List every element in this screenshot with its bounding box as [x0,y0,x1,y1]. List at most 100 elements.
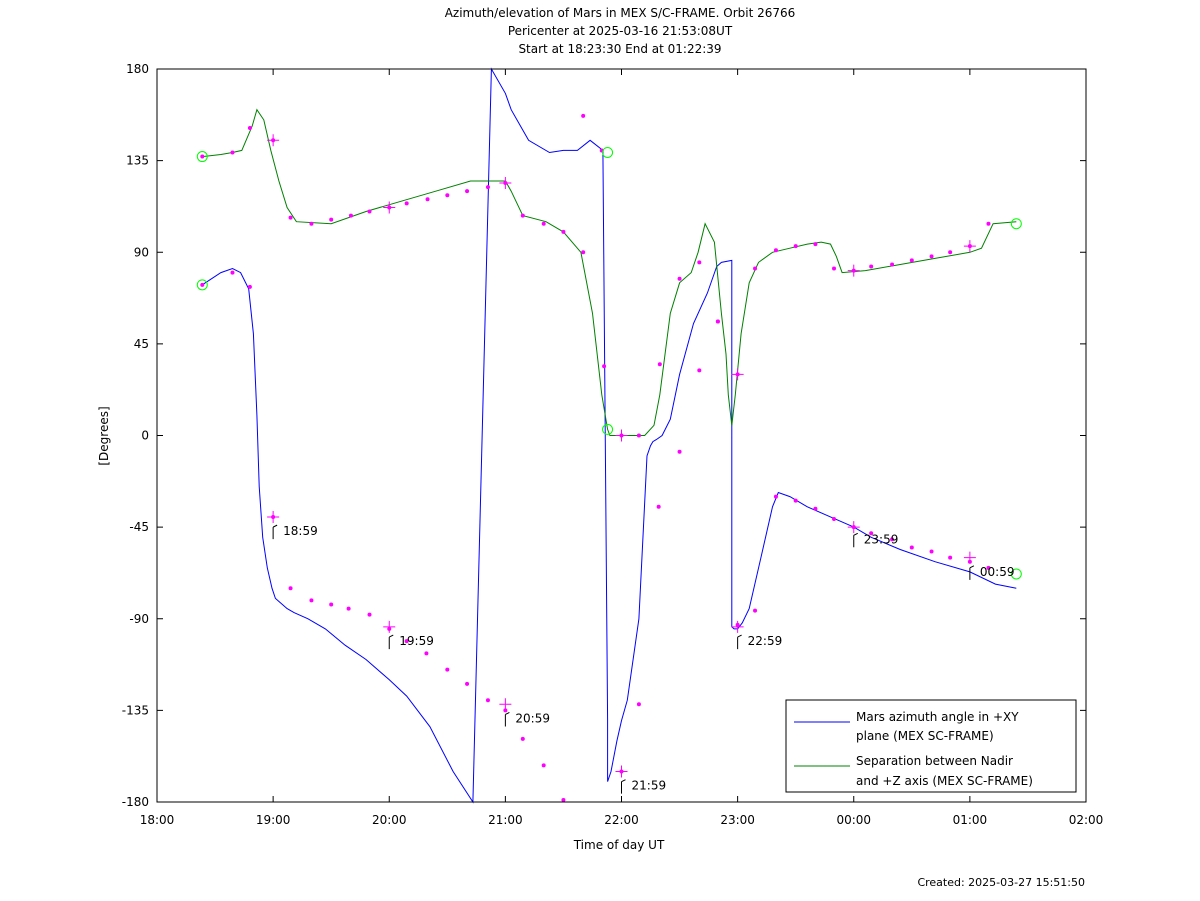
hour-annotation-tick [272,524,278,540]
data-point-marker [581,113,586,118]
endpoint-circle-marker [1010,218,1022,230]
data-point-marker [425,197,430,202]
x-tick-label: 19:00 [256,813,291,827]
y-tick-label: 180 [126,62,149,76]
data-point-marker [677,449,682,454]
endpoint-circle-marker [196,279,208,291]
data-point-marker [793,244,798,249]
x-axis-label: Time of day UT [573,838,665,852]
data-point-marker [445,193,450,198]
hour-annotation-tick [504,711,510,727]
data-point-marker [832,266,837,271]
data-point-marker [656,504,661,509]
hour-plus-marker [731,620,744,633]
data-point-marker [793,498,798,503]
data-point-marker [657,362,662,367]
data-point-marker [503,708,508,713]
data-point-marker [404,201,409,206]
data-point-marker [909,545,914,550]
hour-plus-marker [267,510,280,523]
data-point-marker [561,229,566,234]
hour-annotation-label: 20:59 [515,711,550,725]
y-tick-label: -45 [129,520,149,534]
hour-annotation-tick [853,532,858,548]
y-axis-label: [Degrees] [97,406,111,465]
data-point-marker [832,516,837,521]
data-point-marker [288,215,293,220]
data-point-marker [948,555,953,560]
legend-label-azimuth-2: plane (MEX SC-FRAME) [856,729,994,743]
hour-plus-marker [383,201,396,214]
data-point-marker [602,364,607,369]
endpoint-circle-marker [602,146,614,158]
data-point-marker [465,681,470,686]
data-point-marker [367,209,372,214]
data-point-marker [329,217,334,222]
legend-label-separation-1: Separation between Nadir [856,754,1013,768]
data-point-marker [561,797,566,802]
y-tick-label: -135 [122,703,149,717]
hour-annotation-label: 23:59 [864,532,899,546]
data-point-marker [200,154,205,159]
hour-plus-marker [963,240,976,253]
legend-label-azimuth-1: Mars azimuth angle in +XY [856,710,1019,724]
hour-annotation-tick [737,634,742,650]
hour-plus-marker [615,765,628,778]
data-point-marker [309,598,314,603]
data-point-marker [986,565,991,570]
data-point-marker [485,185,490,190]
hour-plus-marker [383,620,396,633]
hour-annotation-label: 22:59 [748,634,783,648]
hour-annotation-tick [969,565,975,580]
data-point-marker [465,189,470,194]
data-point-marker [247,126,252,131]
y-tick-label: 45 [134,337,149,351]
endpoint-circle-marker [196,151,208,163]
chart-subtitle-range: Start at 18:23:30 End at 01:22:39 [518,42,722,56]
data-point-marker [909,258,914,263]
data-point-marker [367,612,372,617]
data-point-marker [986,221,991,226]
chart-subtitle-pericenter: Pericenter at 2025-03-16 21:53:08UT [507,24,733,38]
hour-plus-marker [499,698,512,711]
data-point-marker [636,433,641,438]
data-point-marker [520,213,525,218]
data-point-marker [813,506,818,511]
hour-annotation-label: 00:59 [980,565,1015,579]
data-point-marker [753,608,758,613]
hour-annotation-tick [621,779,626,794]
data-point-marker [697,260,702,265]
data-point-marker [773,248,778,253]
data-point-marker [230,270,235,275]
hour-annotation-tick [388,634,394,650]
hour-plus-marker [499,177,512,190]
data-point-marker [424,651,429,656]
endpoint-circle-marker [1010,568,1022,580]
y-tick-label: 90 [134,245,149,259]
y-tick-label: 0 [141,429,149,443]
data-point-marker [309,221,314,226]
data-point-marker [541,221,546,226]
data-point-marker [445,667,450,672]
data-point-marker [773,494,778,499]
legend: Mars azimuth angle in +XY plane (MEX SC-… [785,699,1077,793]
hour-plus-marker [731,368,744,381]
x-tick-label: 22:00 [604,813,639,827]
hour-plus-marker [267,134,280,147]
endpoint-circle-marker [602,423,614,435]
data-point-marker [404,639,409,644]
y-tick-label: -90 [129,612,149,626]
data-point-marker [247,284,252,289]
series-line-azimuth [202,67,1017,804]
data-point-marker [346,606,351,611]
data-point-marker [348,213,353,218]
hour-plus-marker [847,264,860,277]
data-point-marker [485,698,490,703]
data-point-marker [230,150,235,155]
hour-annotation-label: 18:59 [283,524,318,538]
data-point-marker [929,254,934,259]
data-point-marker [520,736,525,741]
data-point-marker [715,319,720,324]
data-point-marker [636,702,641,707]
